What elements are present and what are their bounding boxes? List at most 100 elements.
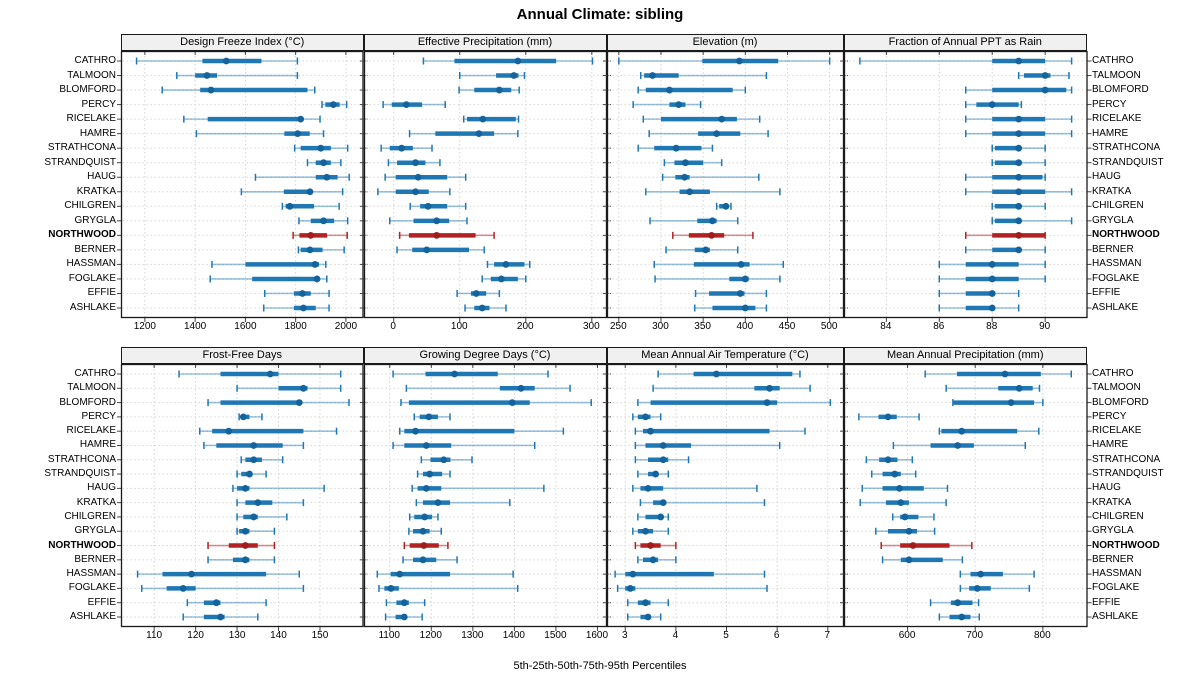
median-dot: [648, 72, 656, 79]
median-dot: [250, 513, 258, 521]
station-label-right: HAUG: [1092, 171, 1121, 183]
axis-tick-label: 1500: [544, 630, 567, 641]
station-series-chilgren: [408, 513, 439, 521]
median-dot: [414, 173, 422, 181]
axis-tick-label: 0: [390, 321, 396, 332]
median-dot: [656, 513, 664, 521]
median-dot: [509, 72, 517, 79]
median-dot: [411, 427, 419, 435]
station-series-berner: [207, 556, 276, 564]
station-series-blomford: [951, 399, 1044, 407]
station-series-northwood: [634, 542, 677, 550]
median-dot: [323, 173, 331, 181]
station-series-hassman: [938, 260, 1046, 268]
median-dot: [395, 570, 403, 578]
axis-tick-label: 200: [516, 321, 534, 332]
station-series-effie: [938, 289, 1019, 297]
median-dot: [299, 290, 306, 297]
station-label-left: CATHRO: [74, 55, 116, 66]
panel-title: Mean Annual Precipitation (mm): [886, 349, 1044, 361]
median-dot: [741, 304, 749, 312]
panel-title: Frost-Free Days: [202, 349, 282, 361]
panel-plot: [602, 363, 848, 631]
panel-svg: [602, 50, 848, 322]
panel-plot: [839, 363, 1091, 631]
station-series-ashlake: [463, 304, 507, 312]
station-label-left: RICELAKE: [66, 113, 116, 125]
station-series-effie: [626, 599, 669, 607]
median-dot: [674, 101, 682, 108]
station-label-left: STRANDQUIST: [44, 156, 116, 168]
median-dot: [988, 275, 996, 283]
station-label-right: ASHLAKE: [1092, 611, 1139, 622]
station-label-left: BLOMFORD: [59, 396, 116, 408]
axis-tick-label: 6: [773, 630, 780, 641]
median-dot: [295, 399, 303, 406]
station-series-hassman: [211, 260, 327, 268]
median-dot: [765, 384, 773, 392]
median-dot: [900, 513, 908, 521]
station-label-right: STRATHCONA: [1092, 453, 1161, 465]
median-dot: [311, 261, 319, 268]
axis-tick-label: 350: [694, 321, 711, 332]
station-series-ricelake: [462, 115, 519, 123]
station-series-grygla: [388, 217, 468, 225]
station-series-chilgren: [408, 202, 466, 210]
median-dot: [317, 144, 325, 152]
median-dot: [424, 413, 432, 421]
station-series-haug: [631, 484, 758, 492]
median-dot: [665, 86, 673, 94]
station-label-left: GRYGLA: [74, 525, 117, 537]
panel-plot: [117, 363, 368, 631]
station-series-foglake: [140, 584, 305, 592]
station-series-berner: [664, 246, 738, 254]
median-dot: [957, 427, 965, 435]
median-dot: [478, 304, 486, 312]
station-series-berner: [881, 556, 963, 564]
station-series-strathcona: [379, 144, 433, 152]
median-dot: [320, 217, 327, 225]
station-label-right: BLOMFORD: [1092, 396, 1149, 408]
panel-header: Effective Precipitation (mm): [363, 34, 607, 51]
panel-border: [363, 363, 607, 628]
station-series-ricelake: [964, 115, 1072, 123]
axis-tick-label: 400: [736, 321, 754, 332]
station-series-ashlake: [384, 613, 423, 621]
station-label-right: TALMOON: [1092, 382, 1141, 394]
station-label-right: ASHLAKE: [1092, 302, 1139, 313]
median-dot: [953, 442, 961, 449]
median-dot: [953, 599, 961, 607]
station-series-kratka: [236, 499, 305, 507]
station-series-hassman: [486, 260, 530, 268]
median-dot: [517, 384, 524, 392]
station-series-haug: [410, 484, 545, 492]
median-dot: [712, 370, 720, 378]
median-dot: [717, 115, 725, 123]
station-label-left: EFFIE: [87, 596, 116, 608]
median-dot: [722, 202, 729, 210]
median-dot: [307, 231, 315, 239]
median-dot: [680, 173, 688, 181]
station-series-berner: [297, 246, 345, 254]
median-dot: [1014, 231, 1022, 239]
station-series-chilgren: [990, 202, 1046, 210]
station-label-left: FOGLAKE: [68, 582, 116, 594]
panel-header: Frost-Free Days: [121, 347, 364, 364]
station-series-ashlake: [262, 304, 330, 312]
station-series-hamre: [634, 441, 780, 449]
median-dot: [188, 570, 195, 578]
median-dot: [1041, 86, 1049, 94]
median-dot: [254, 499, 262, 507]
median-dot: [432, 231, 440, 239]
station-series-effie: [694, 289, 767, 297]
station-series-haug: [964, 173, 1046, 181]
median-dot: [641, 599, 649, 607]
station-series-percy: [964, 101, 1022, 109]
station-series-northwood: [207, 542, 276, 550]
station-label-left: ASHLAKE: [69, 611, 116, 622]
median-dot: [432, 217, 440, 225]
station-series-strathcona: [293, 144, 349, 152]
station-series-percy: [238, 413, 263, 421]
median-dot: [241, 527, 249, 535]
station-label-right: STRANDQUIST: [1092, 156, 1164, 168]
